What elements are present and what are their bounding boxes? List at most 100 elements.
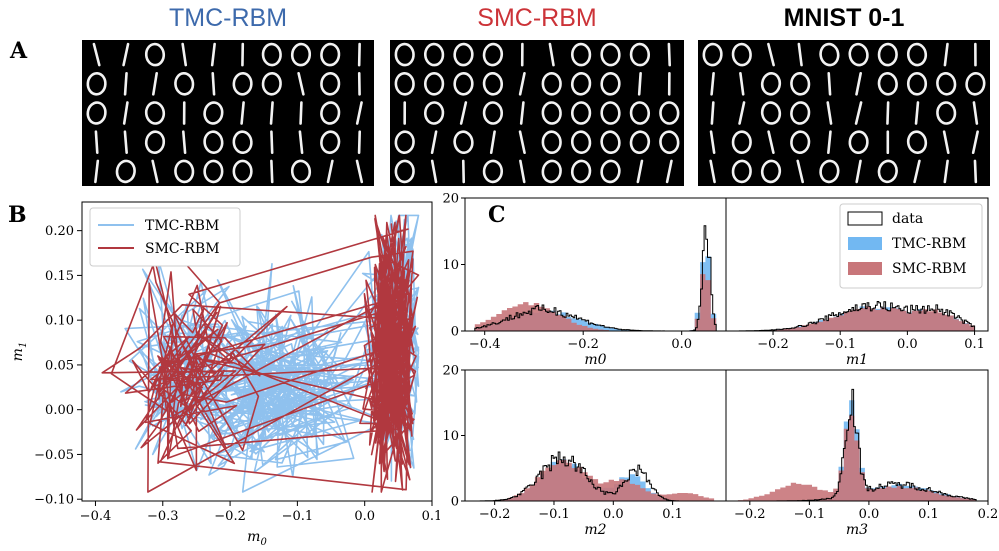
- digit-zero: [702, 42, 723, 67]
- digit-one: [637, 71, 642, 96]
- digit-one: [767, 130, 775, 155]
- y-tick-label: −0.10: [34, 493, 74, 508]
- digit-zero: [731, 130, 752, 155]
- x-tick-label: −0.4: [469, 337, 501, 352]
- digit-zero: [261, 42, 282, 67]
- x-tick-label: −0.2: [214, 509, 246, 524]
- y-tick-label: 10: [442, 429, 459, 444]
- digit-one: [210, 42, 216, 67]
- digit-zero: [848, 42, 869, 67]
- digit-zero: [629, 130, 651, 154]
- digit-one: [973, 159, 978, 184]
- digit-one: [548, 42, 555, 67]
- digit-one: [855, 159, 862, 184]
- digit-zero: [965, 72, 986, 96]
- digit-one: [971, 130, 979, 155]
- tmc-rbm-title: TMC-RBM: [168, 4, 288, 32]
- digit-one: [326, 159, 334, 184]
- y-tick-label: 0.10: [45, 314, 74, 329]
- digit-zero: [877, 42, 898, 67]
- smc-rbm-title: SMC-RBM: [477, 4, 597, 32]
- digit-zero: [144, 42, 166, 67]
- y-tick-label: 0.05: [45, 358, 74, 373]
- digit-one: [886, 101, 890, 125]
- x-tick-label: −0.2: [757, 337, 789, 352]
- digit-zero: [86, 101, 107, 125]
- trajectory-chart: −0.4 −0.3 −0.2 −0.1 0.0 0.1 −0.10 −0.05 0.00 0.05…: [10, 201, 440, 548]
- smc-rbm-samples-image: [390, 40, 684, 186]
- digit-one: [122, 101, 129, 125]
- tmc-rbm-samples-image: [82, 40, 374, 186]
- x-axis-label-sub: 0: [260, 537, 267, 548]
- y-tick-label: 10: [442, 258, 459, 273]
- panel-letter-b: B: [8, 202, 27, 228]
- digit-one: [299, 101, 303, 125]
- x-tick-label: 0.0: [859, 507, 880, 522]
- series-line-smc-rbm: [101, 214, 420, 493]
- subplot-frame: [725, 369, 989, 502]
- y-axis-label: m1: [10, 342, 29, 362]
- digit-one: [519, 101, 525, 125]
- digit-zero: [482, 101, 504, 125]
- digit-zero: [144, 101, 166, 125]
- digit-zero: [629, 42, 651, 67]
- mnist-samples-image: [698, 40, 990, 186]
- y-tick-label: 20: [442, 192, 459, 207]
- digit-zero: [394, 130, 415, 154]
- digit-one: [152, 71, 158, 96]
- x-axis-label: m0: [247, 529, 267, 548]
- x-tick-label: 0.1: [918, 507, 939, 522]
- digit-zero: [232, 159, 253, 184]
- x-tick-label: 0.2: [978, 507, 999, 522]
- y-tick-label: 20: [442, 364, 459, 379]
- digit-zero: [453, 42, 474, 67]
- digit-zero: [482, 159, 504, 184]
- data-step-line: [476, 451, 715, 502]
- x-tick-label: −0.2: [567, 337, 599, 352]
- digit-zero: [877, 72, 898, 96]
- digit-one: [518, 71, 526, 96]
- digit-one: [826, 101, 833, 125]
- digit-zero: [570, 72, 592, 96]
- digit-one: [827, 130, 832, 155]
- digit-zero: [760, 159, 782, 184]
- digit-zero: [731, 159, 752, 184]
- digit-one: [518, 130, 526, 155]
- legend-label-tmc-rbm: TMC-RBM: [145, 218, 219, 234]
- x-tick-label: 0.0: [897, 337, 918, 352]
- x-tick-label: −0.2: [479, 507, 511, 522]
- data-step-line: [474, 225, 717, 332]
- legend-swatch-1: [848, 237, 882, 250]
- x-tick-label: 0.0: [354, 509, 375, 524]
- digit-one: [355, 101, 363, 125]
- digit-zero: [600, 130, 621, 154]
- digit-zero: [819, 42, 840, 67]
- digit-one: [269, 101, 274, 125]
- smc-bars: [476, 459, 715, 501]
- y-tick-label: 0: [451, 495, 459, 510]
- digit-one: [270, 159, 274, 184]
- digit-zero: [659, 101, 680, 125]
- digit-zero: [848, 130, 869, 155]
- digit-one: [667, 42, 671, 67]
- digit-one: [739, 71, 745, 96]
- digit-zero: [203, 101, 224, 125]
- digit-one: [181, 42, 188, 67]
- digit-one: [855, 71, 862, 96]
- digit-zero: [290, 42, 312, 67]
- panel-letter-a: A: [10, 38, 28, 64]
- digit-one: [122, 42, 130, 67]
- mnist-title: MNIST 0-1: [783, 4, 905, 32]
- x-tick-label: 0.0: [603, 507, 624, 522]
- digit-zero: [600, 101, 621, 125]
- digit-one: [94, 130, 99, 155]
- digit-zero: [906, 130, 928, 154]
- y-tick-label: 0.00: [45, 403, 74, 418]
- legend: TMC-RBM SMC-RBM: [89, 207, 241, 267]
- panel-letter-c: C: [488, 202, 506, 228]
- digit-one: [943, 42, 949, 67]
- digit-zero: [541, 159, 562, 184]
- digit-zero: [394, 71, 415, 96]
- y-axis-label-sub: 1: [18, 342, 29, 348]
